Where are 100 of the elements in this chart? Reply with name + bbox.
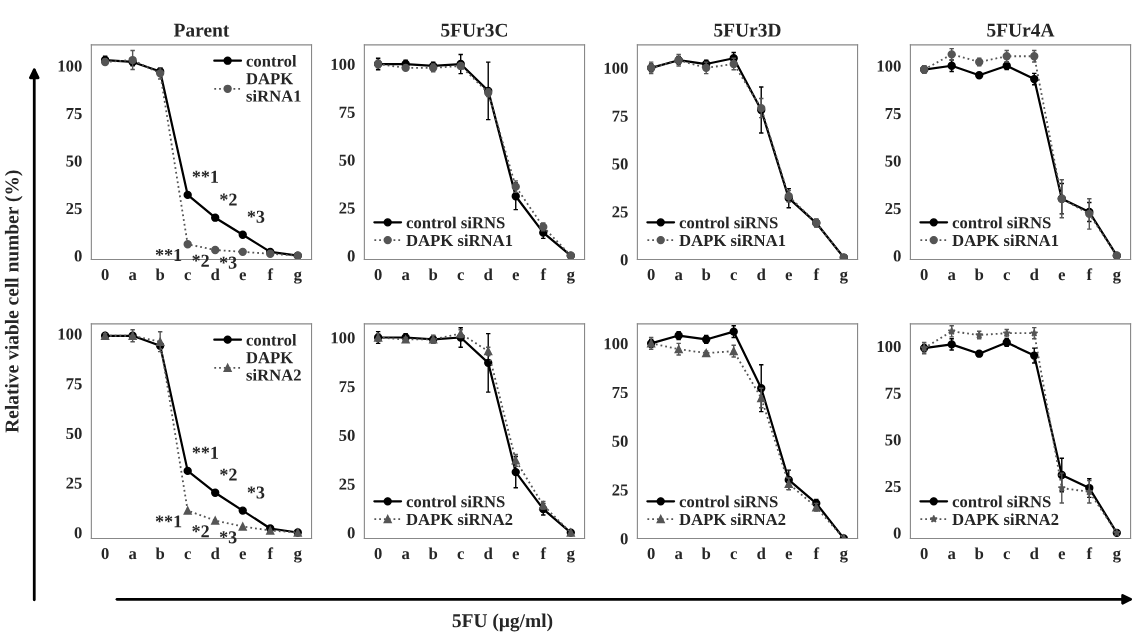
legend-label: DAPK siRNA1: [406, 234, 513, 247]
x-tick-label: d: [1030, 547, 1039, 560]
x-tick-label: b: [974, 547, 984, 560]
annotation: *2: [220, 468, 237, 481]
y-tick-label: 75: [885, 387, 901, 399]
y-tick-label: 0: [620, 254, 628, 266]
x-tick-label: b: [701, 268, 711, 281]
y-tick-label: 0: [74, 527, 82, 539]
x-tick-label: f: [1086, 547, 1093, 560]
y-axis-title: Relative viable cell number (%): [4, 170, 23, 433]
y-tick-label: 75: [339, 106, 355, 118]
legend-label: control siRNS: [679, 216, 778, 229]
y-tick-label: 25: [66, 477, 82, 489]
y-tick-label: 50: [66, 427, 82, 440]
legend-label: control siRNS: [679, 495, 778, 508]
x-tick-label: d: [484, 547, 493, 560]
x-tick-label: g: [1113, 271, 1121, 284]
x-tick-label: g: [567, 271, 575, 284]
y-tick-label: 0: [347, 250, 355, 262]
legend-label: control siRNS: [406, 495, 505, 508]
x-tick-label: e: [239, 551, 246, 560]
x-tick-label: a: [402, 272, 410, 281]
x-tick-label: e: [512, 551, 520, 560]
y-tick-label: 0: [74, 250, 82, 262]
x-tick-label: a: [129, 551, 137, 560]
y-tick-label: 25: [339, 202, 355, 214]
annotation: **1: [155, 515, 182, 528]
x-tick-label: c: [1003, 551, 1011, 560]
y-tick-label: 50: [612, 435, 628, 447]
x-tick-label: e: [1058, 272, 1066, 281]
legend-label: control: [246, 333, 297, 346]
y-tick-label: 25: [885, 202, 901, 215]
x-tick-label: b: [428, 268, 438, 281]
x-tick-label: c: [184, 551, 191, 560]
chart-title: 5FUr4A: [987, 23, 1055, 37]
x-tick-label: a: [675, 551, 683, 560]
y-tick-label: 100: [58, 60, 82, 72]
annotation: *2: [192, 254, 209, 267]
y-tick-label: 50: [66, 155, 82, 167]
y-tick-label: 0: [347, 527, 355, 539]
x-tick-label: g: [840, 271, 848, 284]
x-tick-label: 0: [374, 547, 382, 560]
legend-label: DAPK siRNA2: [406, 513, 513, 526]
x-tick-label: g: [294, 550, 302, 563]
y-tick-label: 50: [885, 434, 901, 446]
x-tick-label: 0: [920, 547, 928, 560]
y-tick-label: 0: [893, 250, 901, 262]
y-tick-label: 100: [331, 332, 355, 344]
x-tick-label: f: [813, 547, 820, 560]
x-tick-label: g: [567, 550, 575, 563]
x-tick-label: b: [974, 268, 984, 281]
x-tick-label: a: [129, 272, 137, 281]
x-tick-label: b: [428, 547, 438, 560]
x-tick-label: a: [948, 551, 956, 560]
x-tick-label: 0: [374, 268, 382, 281]
y-tick-label: 75: [66, 108, 82, 120]
y-tick-label: 50: [339, 429, 355, 441]
x-tick-label: e: [785, 551, 793, 560]
x-tick-label: e: [1058, 551, 1066, 560]
x-tick-label: 0: [647, 547, 655, 560]
y-tick-label: 75: [339, 381, 355, 393]
y-tick-label: 25: [339, 478, 355, 490]
x-axis-title: 5FU (μg/ml): [452, 613, 553, 632]
x-tick-label: c: [457, 272, 464, 281]
legend-label: control siRNS: [406, 216, 505, 229]
chart-title: Parent: [173, 23, 230, 37]
y-tick-label: 25: [612, 206, 628, 218]
legend-label: control siRNS: [952, 495, 1051, 508]
y-tick-label: 100: [331, 58, 355, 70]
legend-label: DAPK siRNA2: [246, 352, 301, 381]
x-tick-label: c: [1003, 272, 1011, 281]
annotation: *3: [247, 486, 265, 499]
y-tick-label: 75: [66, 378, 82, 390]
x-tick-label: b: [701, 547, 711, 560]
x-tick-label: 0: [647, 268, 655, 281]
y-tick-label: 100: [604, 338, 628, 350]
x-tick-label: b: [155, 268, 165, 281]
legend-label: DAPK siRNA2: [679, 513, 786, 526]
x-tick-label: e: [512, 272, 520, 281]
x-tick-label: d: [757, 268, 766, 281]
x-tick-label: 0: [101, 547, 109, 560]
x-tick-label: d: [484, 268, 493, 281]
y-tick-label: 25: [612, 484, 628, 496]
x-tick-label: d: [1030, 268, 1039, 281]
annotation: **1: [192, 170, 218, 183]
annotation: *2: [220, 193, 237, 206]
x-tick-label: g: [1113, 550, 1121, 563]
y-tick-label: 25: [885, 480, 901, 493]
x-tick-label: e: [239, 272, 246, 281]
x-tick-label: f: [540, 547, 547, 560]
annotation: *3: [219, 531, 237, 544]
x-tick-label: b: [155, 547, 165, 560]
annotation: *3: [219, 256, 237, 269]
x-tick-label: c: [730, 551, 737, 560]
y-tick-label: 75: [612, 110, 628, 122]
x-tick-label: f: [267, 268, 274, 281]
legend-label: DAPK siRNA1: [246, 73, 301, 102]
x-tick-label: d: [757, 547, 766, 560]
x-tick-label: f: [540, 268, 547, 281]
chart-title: 5FUr3D: [714, 23, 781, 37]
